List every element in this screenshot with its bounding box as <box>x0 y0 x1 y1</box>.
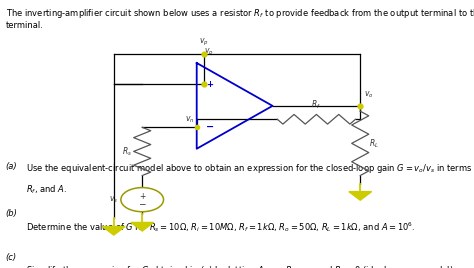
Text: (c): (c) <box>6 253 17 262</box>
Text: −: − <box>206 122 214 132</box>
Text: The inverting-amplifier circuit shown below uses a resistor $R_f$ to provide fee: The inverting-amplifier circuit shown be… <box>6 7 474 30</box>
Text: $R_L$: $R_L$ <box>369 137 379 150</box>
Text: Determine the value of $G$ for $R_s = 10\Omega$, $R_i = 10M\Omega$, $R_f = 1k\Om: Determine the value of $G$ for $R_s = 10… <box>26 220 416 234</box>
Text: (b): (b) <box>6 209 18 218</box>
Text: Use the equivalent-circuit model above to obtain an expression for the closed-lo: Use the equivalent-circuit model above t… <box>26 162 474 175</box>
Text: Simplify the expression for $G$ obtained in (a) by letting $A \rightarrow \infty: Simplify the expression for $G$ obtained… <box>26 264 456 268</box>
Text: $v_p$: $v_p$ <box>199 37 209 48</box>
Text: $R_s$: $R_s$ <box>122 145 132 158</box>
Polygon shape <box>349 192 372 200</box>
Text: $v_n$: $v_n$ <box>185 114 194 125</box>
Text: $v_p$: $v_p$ <box>204 47 213 58</box>
Text: $R_f$, and $A$.: $R_f$, and $A$. <box>26 184 67 196</box>
Text: (a): (a) <box>6 162 18 171</box>
Text: $R_f$: $R_f$ <box>311 99 321 111</box>
Text: +: + <box>139 192 146 201</box>
Polygon shape <box>102 226 125 235</box>
Text: −: − <box>138 199 146 209</box>
Polygon shape <box>131 222 154 231</box>
Text: +: + <box>207 80 213 89</box>
Text: $v_s$: $v_s$ <box>109 194 118 205</box>
Text: $v_o$: $v_o$ <box>364 90 374 100</box>
